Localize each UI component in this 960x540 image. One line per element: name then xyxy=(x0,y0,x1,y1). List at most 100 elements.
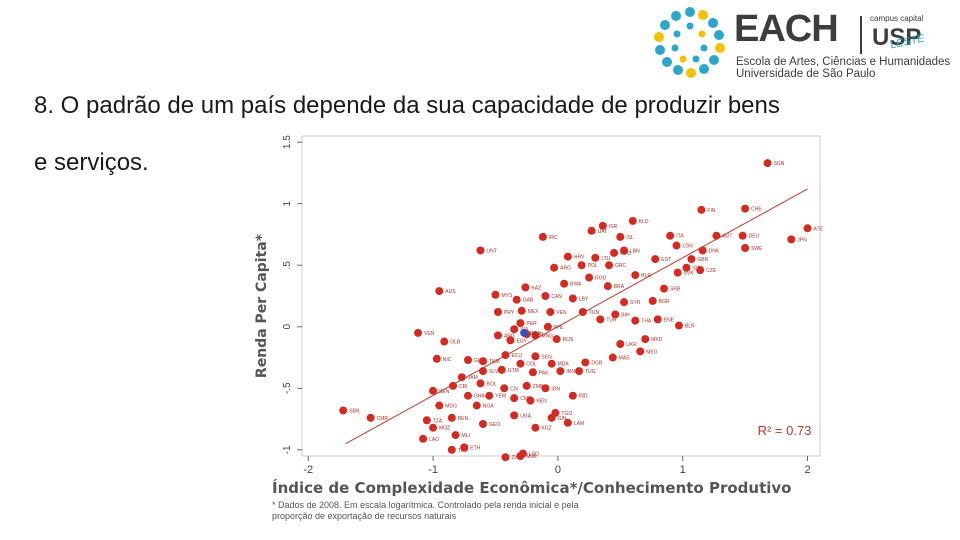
x-tick-label: 2 xyxy=(804,464,810,476)
data-point-label: FIN xyxy=(707,208,715,214)
data-point-label: AUS xyxy=(445,289,456,295)
data-point: VEN xyxy=(414,328,435,337)
data-point: UKR xyxy=(616,340,637,348)
data-point-dot xyxy=(435,287,444,296)
data-point: LAO xyxy=(419,434,439,443)
data-point: IRN xyxy=(556,367,575,376)
data-point-dot xyxy=(478,367,487,376)
data-point-label: TUN xyxy=(589,310,600,316)
data-point: KGZ xyxy=(531,423,552,432)
data-point-dot xyxy=(414,328,423,337)
data-point-label: CIV xyxy=(510,386,519,392)
data-point-label: PAK xyxy=(539,370,549,376)
highlight-point-brazil-dot xyxy=(520,328,529,337)
data-point-label: GTM xyxy=(508,368,519,374)
data-point-label: DNK xyxy=(709,248,720,254)
y-axis-label: Renda Per Capita* xyxy=(254,233,270,378)
data-point-dot xyxy=(697,205,706,214)
data-point-label: UNT xyxy=(486,248,496,254)
data-point-label: SEN xyxy=(439,389,450,395)
data-point: GAB xyxy=(512,295,534,304)
data-point: ECU xyxy=(501,351,522,360)
data-point-label: MOZ xyxy=(439,426,450,432)
data-point-label: ISL xyxy=(626,235,634,241)
data-point-label: GAB xyxy=(523,298,534,304)
data-point: JPN xyxy=(787,235,807,244)
data-point-dot xyxy=(659,284,668,293)
data-point: UNT xyxy=(476,246,497,255)
data-point-dot xyxy=(653,315,662,324)
data-point-dot xyxy=(447,413,456,422)
chart-footnote-1: * Dados de 2008. Em escala logarítmica. … xyxy=(272,500,579,510)
data-point-dot xyxy=(366,413,375,422)
data-point-label: SRB xyxy=(670,287,681,293)
data-point-label: ZMB xyxy=(533,384,544,390)
plot-frame xyxy=(301,135,821,457)
y-tick-label: -1 xyxy=(282,445,293,454)
data-point: NGA xyxy=(472,401,494,410)
data-point-dot xyxy=(491,290,500,299)
data-point-label: BLR xyxy=(641,273,651,279)
data-point-dot xyxy=(432,354,441,363)
data-point-dot xyxy=(698,246,707,255)
data-point: TUR xyxy=(596,315,617,324)
data-point: KEN xyxy=(526,396,547,405)
data-point-dot xyxy=(712,231,721,240)
data-point: PHL xyxy=(543,322,564,331)
data-point-dot xyxy=(517,306,526,315)
data-point: SYR xyxy=(620,298,641,307)
data-point-label: BOL xyxy=(486,381,496,387)
data-point-dot xyxy=(541,384,550,393)
data-point-dot xyxy=(568,391,577,400)
data-point-label: BLR xyxy=(685,324,695,330)
data-point: LTU xyxy=(591,253,611,262)
data-point-dot xyxy=(620,298,629,307)
data-point-label: DEU xyxy=(749,234,760,240)
data-point-dot xyxy=(422,416,431,425)
data-point-dot xyxy=(560,279,569,288)
data-point-label: DGR xyxy=(591,360,603,366)
data-point-label: MWI xyxy=(526,454,536,460)
data-point-label: MEG xyxy=(646,349,658,355)
data-point: SWE xyxy=(741,244,763,252)
data-point-label: KEN xyxy=(536,399,547,405)
data-point-dot xyxy=(419,434,428,443)
data-point: PAK xyxy=(528,368,549,377)
logo-subtitle-1: Escola de Artes, Ciências e Humanidades xyxy=(736,56,951,68)
data-point-label: AUT xyxy=(722,234,732,240)
data-point-label: BGR xyxy=(659,299,670,305)
data-point-label: COL xyxy=(526,362,537,368)
data-point-dot xyxy=(546,308,555,316)
data-point: OLB xyxy=(440,337,461,346)
data-point-label: ETH xyxy=(470,445,480,451)
data-point-label: TKM xyxy=(489,359,500,365)
data-point: CZE xyxy=(696,266,717,275)
data-point-dot xyxy=(429,386,438,395)
data-point: BLR xyxy=(674,321,695,330)
y-tick-label: .5 xyxy=(282,261,293,270)
data-point: CIV xyxy=(500,384,519,393)
data-point-dot xyxy=(478,357,487,366)
data-point-dot xyxy=(741,204,750,213)
data-point: THA xyxy=(631,316,652,325)
data-point-dot xyxy=(587,226,596,235)
data-point-label: PRY xyxy=(504,310,515,316)
data-point-dot xyxy=(501,453,510,462)
data-point: SLV xyxy=(478,367,499,376)
data-point-label: EGY xyxy=(516,338,527,344)
data-point-label: TUR xyxy=(606,317,617,323)
data-point-label: ITA xyxy=(676,234,684,240)
data-point: IRC xyxy=(538,232,558,241)
data-point: CMR xyxy=(510,394,532,403)
data-point-dot xyxy=(552,335,561,344)
data-point: LAM xyxy=(563,418,584,427)
data-point: LBY xyxy=(568,294,589,303)
data-point-label: ROU xyxy=(595,276,607,282)
data-point-label: SLV xyxy=(489,369,499,375)
data-point-label: MDA xyxy=(558,362,570,368)
y-tick-label: 1.5 xyxy=(282,135,293,149)
data-point: JAM xyxy=(457,373,478,382)
data-point-dot xyxy=(591,253,600,262)
data-point: TUN xyxy=(578,308,600,316)
